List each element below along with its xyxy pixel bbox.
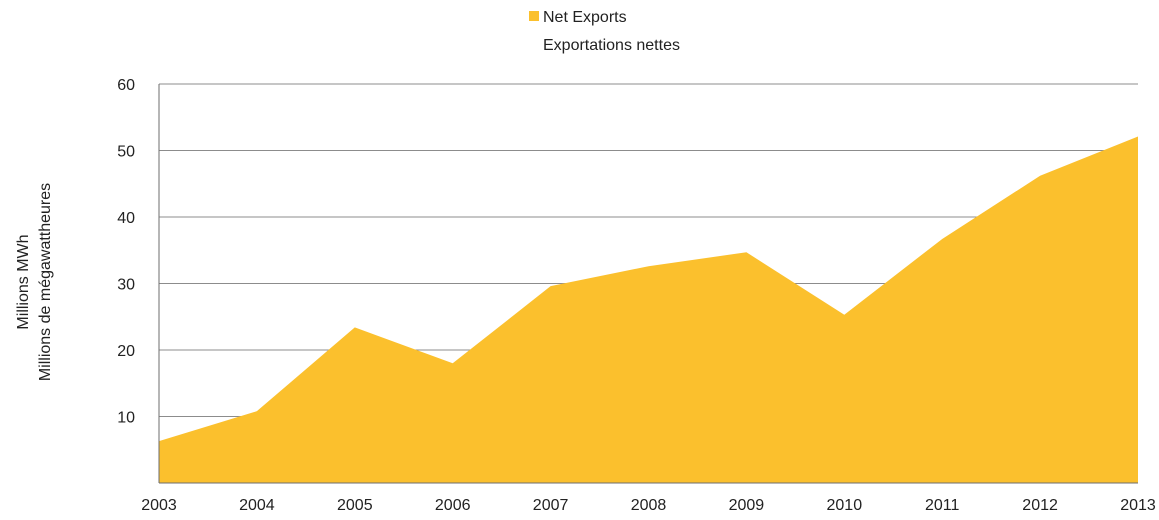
- y-tick-label-50: 50: [117, 144, 135, 161]
- legend-label-line-1: Net Exports: [543, 9, 627, 26]
- x-tick-label-2006: 2006: [435, 497, 471, 514]
- y-tick-label-20: 20: [117, 343, 135, 360]
- x-tick-labels: 2003 2004 2005 2006 2007 2008 2009 2010 2011 2012…: [141, 497, 1156, 514]
- x-tick-label-2010: 2010: [827, 497, 863, 514]
- y-tick-label-30: 30: [117, 277, 135, 294]
- x-tick-label-2003: 2003: [141, 497, 177, 514]
- y-tick-label-40: 40: [117, 210, 135, 227]
- y-axis-title-line-1: Millions MWh: [15, 234, 32, 329]
- y-axis-title: Millions MWh Millions de mégawattheures: [15, 183, 54, 381]
- series-area-group: [159, 136, 1138, 483]
- series-area-0: [159, 136, 1138, 483]
- y-axis-title-line-2: Millions de mégawattheures: [37, 183, 54, 381]
- x-tick-label-2005: 2005: [337, 497, 373, 514]
- axes: [158, 84, 1138, 484]
- x-tick-label-2004: 2004: [239, 497, 275, 514]
- y-tick-label-60: 60: [117, 77, 135, 94]
- y-tick-label-10: 10: [117, 410, 135, 427]
- y-tick-labels: 10 20 30 40 50 60: [117, 77, 135, 427]
- legend-swatch-net-exports: [529, 11, 539, 21]
- legend-label-line-2: Exportations nettes: [543, 37, 680, 54]
- x-tick-label-2012: 2012: [1022, 497, 1058, 514]
- x-tick-label-2007: 2007: [533, 497, 569, 514]
- x-tick-label-2013: 2013: [1120, 497, 1156, 514]
- x-tick-label-2011: 2011: [925, 497, 960, 514]
- x-tick-label-2009: 2009: [729, 497, 765, 514]
- x-tick-label-2008: 2008: [631, 497, 667, 514]
- legend: Net Exports Exportations nettes: [529, 9, 680, 54]
